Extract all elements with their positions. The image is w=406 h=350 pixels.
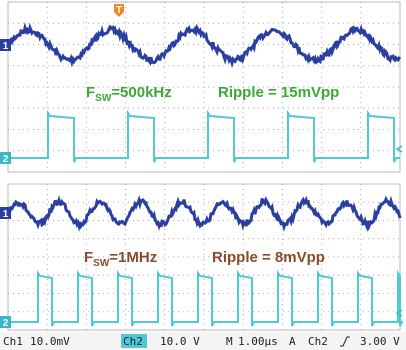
fsw-sub: SW	[93, 258, 110, 269]
channel-marker: 2	[3, 318, 9, 329]
m-label: M	[226, 335, 233, 348]
fsw-sub: SW	[95, 93, 112, 104]
ch2-scale: 10.0 V	[160, 335, 200, 348]
scope-screen: T FSW=500kHz Ripple = 15mVpp FSW=1MHz Ri…	[0, 0, 406, 350]
a-label: A	[289, 335, 296, 348]
fsw-f: F	[86, 84, 95, 101]
ripple-label: Ripple = 15mVpp	[218, 84, 339, 101]
channel-marker: 1	[3, 41, 9, 52]
channel-marker: 1	[3, 209, 9, 220]
fsw-value: =1MHz	[109, 249, 157, 266]
fsw-value: =500kHz	[111, 84, 171, 101]
ripple-label: Ripple = 8mVpp	[212, 249, 325, 266]
trigger-channel: Ch2	[308, 335, 328, 348]
background	[0, 0, 406, 350]
ch1-scale: 10.0mV	[30, 335, 70, 348]
timebase: 1.00µs	[238, 335, 278, 348]
fsw-f: F	[84, 249, 93, 266]
trigger-level: 3.00 V	[360, 335, 400, 348]
ch2-label: Ch2	[123, 335, 143, 348]
channel-marker: 2	[3, 154, 9, 165]
trigger-marker: T	[116, 5, 122, 16]
ch1-label: Ch1	[3, 335, 23, 348]
